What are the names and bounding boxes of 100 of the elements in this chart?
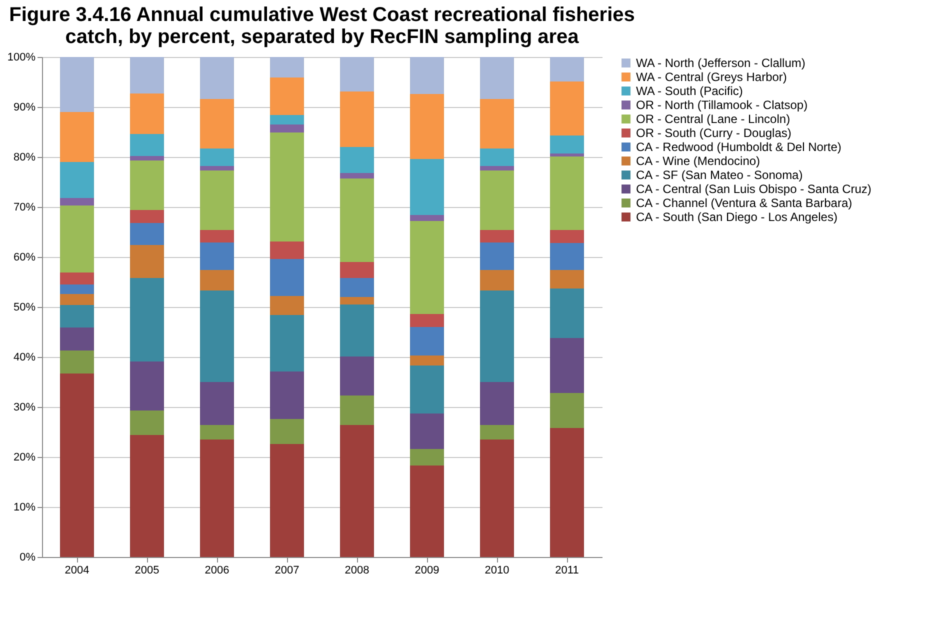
bar (200, 270, 234, 290)
bar (480, 99, 514, 148)
y-tick-label: 50% (13, 302, 36, 314)
bar (410, 57, 444, 94)
bar (340, 57, 374, 92)
y-tick-label: 10% (13, 502, 36, 514)
bar (410, 314, 444, 327)
bar (340, 425, 374, 557)
bar (270, 78, 304, 115)
bar (200, 230, 234, 242)
bar (550, 288, 584, 338)
bar (60, 374, 94, 557)
bar (480, 230, 514, 242)
bar (130, 362, 164, 410)
bar (200, 425, 234, 440)
bar (270, 124, 304, 132)
bar (340, 92, 374, 147)
bar (200, 57, 234, 99)
bar (130, 160, 164, 210)
bar (270, 444, 304, 557)
bar (60, 206, 94, 272)
bar (480, 242, 514, 270)
bar (130, 245, 164, 278)
bar (410, 366, 444, 414)
bar (340, 297, 374, 304)
legend-label: CA - Redwood (Humboldt & Del Norte) (636, 140, 842, 154)
bar (550, 428, 584, 557)
bar (340, 356, 374, 396)
bar (550, 57, 584, 82)
legend-label: WA - North (Jefferson - Clallum) (636, 56, 806, 70)
bar (200, 440, 234, 557)
bar (60, 294, 94, 305)
bar (60, 328, 94, 350)
x-tick-label: 2010 (484, 564, 510, 576)
bar (60, 162, 94, 198)
bar (270, 115, 304, 124)
bar (270, 419, 304, 444)
bar (270, 57, 304, 78)
bar (480, 382, 514, 425)
bar (130, 94, 164, 134)
bar (200, 382, 234, 425)
bar (130, 156, 164, 160)
bar (130, 410, 164, 435)
bar (130, 210, 164, 223)
bar (550, 243, 584, 270)
bar (60, 305, 94, 328)
bar (200, 99, 234, 148)
legend-label: OR - Central (Lane - Lincoln) (636, 112, 790, 126)
bar (480, 170, 514, 230)
y-tick-label: 90% (13, 102, 36, 114)
bar (550, 156, 584, 230)
bar (60, 112, 94, 162)
x-tick-label: 2006 (204, 564, 230, 576)
bar (340, 147, 374, 173)
bar (480, 270, 514, 290)
bar (270, 259, 304, 296)
x-tick-label: 2009 (414, 564, 440, 576)
chart-title: Figure 3.4.16 Annual cumulative West Coast recreational fisheries catch, by percent, separated by RecFIN sampling area (9, 4, 635, 48)
legend-label: CA - Central (San Luis Obispo - Santa Cruz) (636, 182, 872, 196)
bar (480, 440, 514, 557)
bar (480, 425, 514, 440)
y-tick-label: 0% (20, 552, 36, 564)
legend-label: CA - Wine (Mendocino) (636, 154, 760, 168)
bar (550, 270, 584, 288)
bar (340, 278, 374, 297)
legend-label: WA - South (Pacific) (636, 84, 743, 98)
legend-label: CA - SF (San Mateo - Sonoma) (636, 168, 803, 182)
bar (340, 173, 374, 178)
bar (130, 57, 164, 94)
legend-label: OR - North (Tillamook - Clatsop) (636, 98, 808, 112)
bar (480, 148, 514, 166)
y-tick-label: 40% (13, 352, 36, 364)
y-tick-label: 30% (13, 402, 36, 414)
bar (270, 132, 304, 242)
y-tick-label: 80% (13, 152, 36, 164)
legend-label: WA - Central (Greys Harbor) (636, 70, 787, 84)
bar (130, 278, 164, 362)
bar (200, 166, 234, 170)
bar (550, 136, 584, 154)
bar (410, 159, 444, 215)
bar (270, 242, 304, 259)
bar (410, 215, 444, 221)
bar (340, 396, 374, 425)
x-tick-label: 2004 (64, 564, 90, 576)
bar (270, 315, 304, 372)
bar (410, 466, 444, 557)
bar (410, 449, 444, 466)
bar (200, 290, 234, 382)
x-tick-label: 2008 (344, 564, 370, 576)
bar (480, 290, 514, 382)
bar (480, 57, 514, 99)
bar (410, 94, 444, 159)
bar (200, 242, 234, 270)
bar (340, 262, 374, 278)
bar (410, 221, 444, 314)
bar (410, 327, 444, 356)
y-tick-label: 70% (13, 202, 36, 214)
legend-label: OR - South (Curry - Douglas) (636, 126, 792, 140)
bar (550, 154, 584, 156)
bar (200, 148, 234, 166)
